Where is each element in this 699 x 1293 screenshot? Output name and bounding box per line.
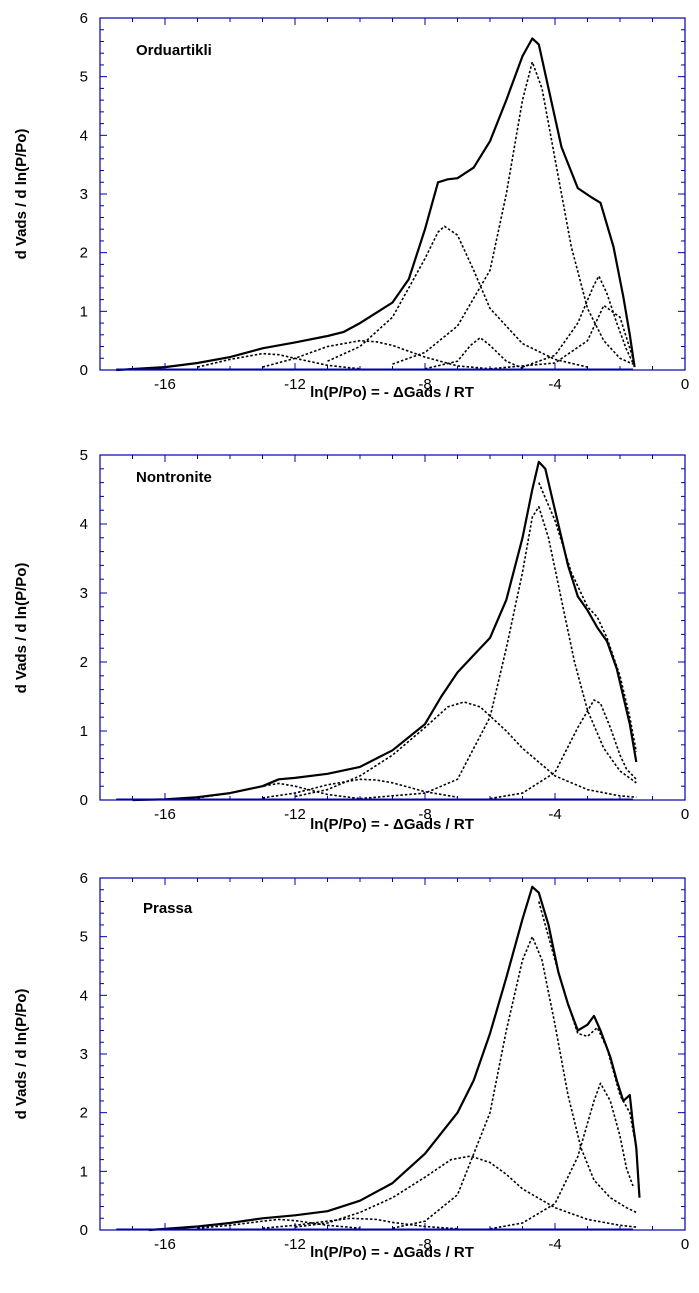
y-tick-label: 2	[80, 1105, 88, 1122]
x-tick-label: -16	[154, 806, 176, 823]
series-line-measured	[116, 37, 636, 372]
series-line-component-4	[424, 336, 523, 370]
series-line-component-6	[538, 482, 638, 752]
y-tick-label: 3	[80, 186, 88, 203]
series-line-component-5	[489, 699, 637, 800]
x-tick-label: -12	[284, 1236, 306, 1253]
x-tick-label: -16	[154, 376, 176, 393]
x-tick-label: -4	[548, 1236, 561, 1253]
series-line-component-3	[327, 225, 588, 368]
x-axis-title-prassa: ln(P/Po) = - ΔGads / RT	[310, 1244, 474, 1261]
y-tick-label: 6	[80, 870, 88, 887]
panel-title-prassa: Prassa	[143, 900, 193, 917]
series-line-component-2	[262, 1217, 458, 1230]
series-line-component-1	[197, 1218, 361, 1229]
y-tick-label: 0	[80, 1222, 88, 1239]
y-tick-label: 0	[80, 362, 88, 379]
series-line-component-4	[359, 506, 637, 800]
y-tick-label: 5	[80, 69, 88, 86]
y-tick-label: 1	[80, 723, 88, 740]
series-line-component-6	[522, 275, 634, 368]
series-line-component-1	[197, 352, 361, 370]
y-axis-title-prassa: d Vads / d ln(P/Po)	[13, 989, 30, 1120]
x-tick-label: -4	[548, 376, 561, 393]
y-tick-label: 2	[80, 654, 88, 671]
chart-panel-orduartikli: Orduartikli ln(P/Po) = - ΔGads / RT d Va…	[13, 10, 689, 401]
x-tick-label: -12	[284, 806, 306, 823]
y-axis-title-nontronite: d Vads / d ln(P/Po)	[13, 563, 30, 694]
y-tick-label: 6	[80, 10, 88, 27]
y-tick-label: 4	[80, 127, 88, 144]
y-axis-title-orduartikli: d Vads / d ln(P/Po)	[13, 129, 30, 260]
x-tick-label: -16	[154, 1236, 176, 1253]
x-tick-label: 0	[681, 1236, 689, 1253]
y-tick-label: 1	[80, 1163, 88, 1180]
x-tick-label: -8	[418, 806, 431, 823]
x-axis-title-orduartikli: ln(P/Po) = - ΔGads / RT	[310, 384, 474, 401]
x-tick-label: 0	[681, 376, 689, 393]
series-line-component-7	[489, 304, 634, 370]
y-tick-label: 0	[80, 792, 88, 809]
x-axis-title-nontronite: ln(P/Po) = - ΔGads / RT	[310, 816, 474, 833]
plot-frame	[99, 17, 686, 371]
chart-panel-prassa: Prassa ln(P/Po) = - ΔGads / RT d Vads / …	[13, 870, 689, 1261]
y-tick-label: 4	[80, 516, 88, 533]
x-tick-label: -4	[548, 806, 561, 823]
series-line-component-1	[197, 782, 361, 800]
series-line-component-2	[262, 778, 458, 799]
x-tick-label: -12	[284, 376, 306, 393]
y-tick-label: 3	[80, 1046, 88, 1063]
x-tick-label: -8	[418, 376, 431, 393]
y-tick-label: 3	[80, 585, 88, 602]
plot-frame	[99, 877, 686, 1231]
series-line-component-3	[294, 1155, 637, 1228]
panel-title-orduartikli: Orduartikli	[136, 42, 212, 59]
x-tick-label: 0	[681, 806, 689, 823]
y-tick-label: 1	[80, 303, 88, 320]
series-line-component-5	[392, 61, 634, 365]
series-line-measured	[148, 885, 641, 1232]
panel-title-nontronite: Nontronite	[136, 469, 212, 486]
series-line-component-6	[538, 901, 638, 1149]
series-line-component-2	[262, 339, 491, 370]
y-tick-label: 2	[80, 245, 88, 262]
series-line-component-4	[392, 935, 637, 1229]
y-tick-label: 5	[80, 447, 88, 464]
series-line-component-5	[489, 1082, 634, 1230]
chart-panel-nontronite: Nontronite ln(P/Po) = - ΔGads / RT d Vad…	[13, 447, 689, 833]
x-tick-label: -8	[418, 1236, 431, 1253]
series-line-measured	[132, 460, 638, 802]
y-tick-label: 5	[80, 929, 88, 946]
y-tick-label: 4	[80, 987, 88, 1004]
